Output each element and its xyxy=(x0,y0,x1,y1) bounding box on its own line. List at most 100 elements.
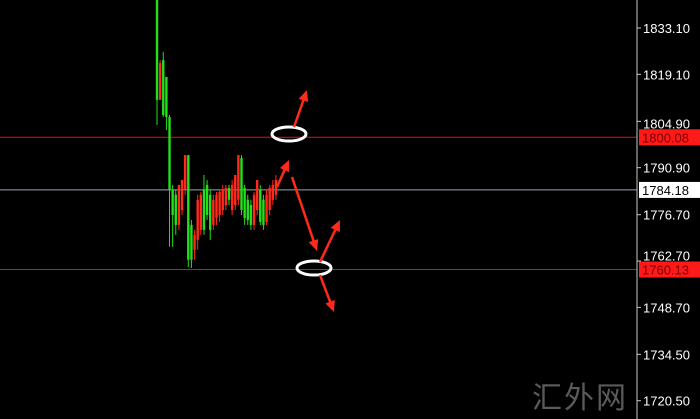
candle xyxy=(255,179,259,216)
candle xyxy=(202,174,206,235)
support-ellipse xyxy=(295,259,333,277)
arrow-down-icon xyxy=(290,176,319,251)
candle xyxy=(221,184,224,216)
candle xyxy=(243,184,246,225)
arrow-head xyxy=(298,90,309,103)
axis-tick-label: 1720.50 xyxy=(643,394,690,409)
arrow-up-from-support-icon xyxy=(318,220,340,263)
candle-body xyxy=(218,191,221,216)
candle xyxy=(249,199,253,230)
candle xyxy=(218,189,221,222)
candle xyxy=(268,184,271,216)
candle xyxy=(274,174,278,200)
candle-body xyxy=(165,76,168,118)
candle-body xyxy=(171,189,174,216)
current-price-tag xyxy=(639,181,700,198)
candle xyxy=(199,191,203,235)
axis-tick-label: 1804.90 xyxy=(643,116,690,131)
candle xyxy=(230,179,234,216)
arrow-shaft xyxy=(292,97,306,128)
level-price-tag xyxy=(639,261,700,278)
candle-body xyxy=(227,187,231,200)
candle xyxy=(190,219,193,268)
candle-body xyxy=(224,187,228,206)
candle-body xyxy=(202,189,206,230)
axis-tick-label: 1790.90 xyxy=(643,161,690,176)
candle-body xyxy=(230,184,234,211)
candle xyxy=(252,191,256,230)
candle-body xyxy=(199,194,203,230)
candle-body xyxy=(193,234,196,250)
candle xyxy=(165,76,168,130)
axis-tick-label: 1833.10 xyxy=(643,21,690,36)
resistance-ellipse xyxy=(270,125,308,143)
axis-tick-label: 1762.70 xyxy=(643,249,690,264)
arrow-head xyxy=(279,160,290,173)
candle xyxy=(193,229,196,260)
candle xyxy=(174,189,177,235)
candle xyxy=(265,189,268,225)
candle-body xyxy=(246,199,249,220)
candle xyxy=(240,155,243,216)
candle-body xyxy=(215,194,218,218)
arrow-head xyxy=(330,220,340,233)
candle xyxy=(215,191,218,225)
candle-body xyxy=(240,158,243,211)
candle xyxy=(205,179,209,220)
candle-body xyxy=(162,60,165,116)
candle-body xyxy=(243,187,246,218)
candle-body xyxy=(168,117,171,190)
axis-tick-label: 1734.50 xyxy=(643,347,690,362)
candle-body xyxy=(252,194,256,225)
candle-body xyxy=(265,194,268,222)
axis-tick-label: 1748.70 xyxy=(643,300,690,315)
candle xyxy=(168,115,171,247)
candle-body xyxy=(237,155,240,200)
candle xyxy=(237,155,240,206)
candle xyxy=(158,60,162,100)
candle-body xyxy=(196,199,199,240)
candle-body xyxy=(174,194,177,225)
candle xyxy=(162,51,165,118)
candle xyxy=(183,155,187,195)
candle xyxy=(171,184,174,247)
arrow-shaft xyxy=(318,226,338,263)
arrow-down-breakdown-icon xyxy=(318,274,335,312)
candle-body xyxy=(158,63,162,100)
candle-body xyxy=(177,184,181,225)
arrow-head xyxy=(308,238,319,251)
axis-tick-label: 1819.10 xyxy=(643,67,690,82)
arrow-head xyxy=(325,299,335,312)
candle-body xyxy=(205,184,209,216)
candle-body xyxy=(249,205,253,225)
arrow-up-rebound-icon xyxy=(275,160,290,188)
candle xyxy=(212,194,215,230)
candle xyxy=(155,0,159,125)
candle-body xyxy=(274,179,278,195)
current-price-label: 1784.18 xyxy=(642,183,689,198)
candle-body xyxy=(221,189,224,211)
candle-body xyxy=(234,174,237,206)
axis-tick-label: 1776.70 xyxy=(643,208,690,223)
candle-body xyxy=(190,224,193,260)
candle xyxy=(234,174,237,211)
candle xyxy=(259,184,262,225)
candle-body xyxy=(271,184,275,200)
candle-body xyxy=(259,189,262,222)
arrow-shaft xyxy=(275,166,287,188)
candle-body xyxy=(262,199,265,225)
candle xyxy=(209,189,212,240)
candle-body xyxy=(212,199,215,225)
arrow-shaft xyxy=(290,176,316,244)
candle-body xyxy=(209,194,212,230)
candle xyxy=(196,194,199,250)
candle-body xyxy=(268,187,271,211)
candle xyxy=(262,194,265,230)
candle xyxy=(187,155,190,267)
candle-body xyxy=(183,155,187,190)
candle-body xyxy=(255,179,259,211)
candle-body xyxy=(180,179,184,211)
level-price-label: 1760.13 xyxy=(642,263,689,278)
candle-body xyxy=(155,0,159,100)
